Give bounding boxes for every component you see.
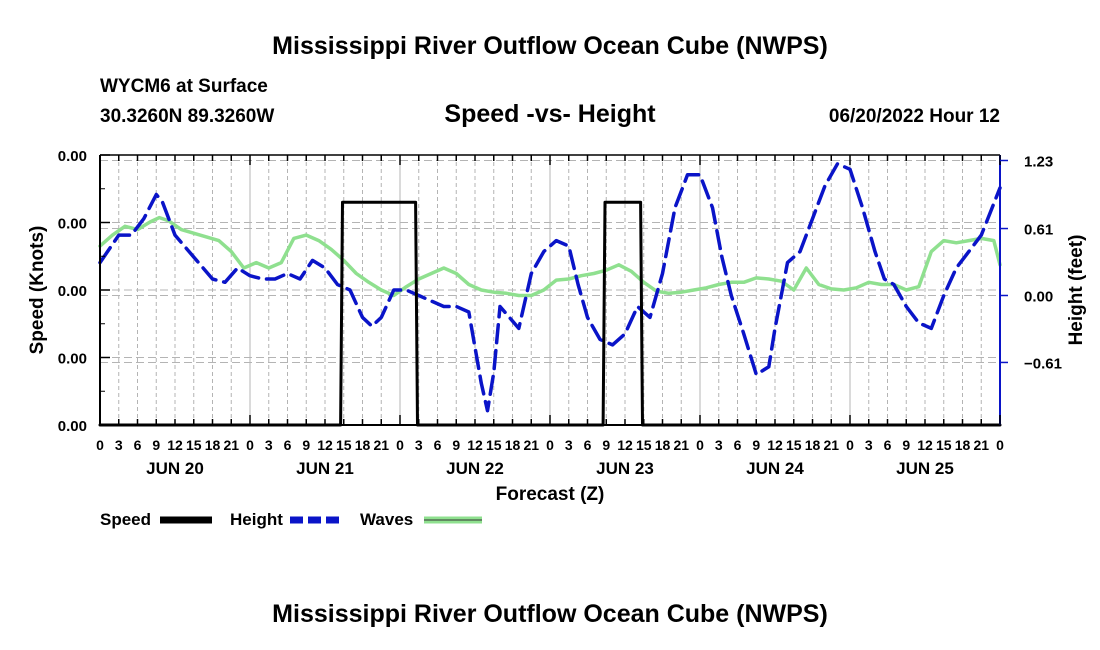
x-tick-label: 9 <box>902 437 910 453</box>
footer-title: Mississippi River Outflow Ocean Cube (NW… <box>272 600 828 628</box>
coordinates-label: 30.3260N 89.3260W <box>100 106 275 127</box>
x-tick-label: 18 <box>655 437 671 453</box>
x-tick-label: 6 <box>734 437 742 453</box>
y2-tick-label: 0.61 <box>1024 222 1053 239</box>
forecast-datetime: 06/20/2022 Hour 12 <box>828 106 1000 127</box>
grid-lines <box>100 155 1000 425</box>
x-axis-title: Forecast (Z) <box>496 484 605 505</box>
y-tick-label: 0.00 <box>58 351 87 368</box>
x-tick-label: 18 <box>205 437 221 453</box>
x-tick-label: 12 <box>617 437 633 453</box>
y-tick-label: 0.00 <box>58 418 87 435</box>
x-tick-label: 15 <box>336 437 352 453</box>
x-tick-label: 3 <box>715 437 723 453</box>
station-label: WYCM6 at Surface <box>100 76 268 97</box>
day-label: JUN 24 <box>746 459 804 478</box>
x-tick-label: 0 <box>546 437 554 453</box>
x-tick-label: 18 <box>355 437 371 453</box>
x-tick-label: 9 <box>452 437 460 453</box>
x-tick-label: 21 <box>673 437 689 453</box>
x-tick-label: 9 <box>752 437 760 453</box>
x-tick-label: 3 <box>865 437 873 453</box>
x-tick-label: 0 <box>996 437 1004 453</box>
x-tick-label: 15 <box>936 437 952 453</box>
x-tick-label: 3 <box>415 437 423 453</box>
x-tick-label: 3 <box>565 437 573 453</box>
y-tick-label: 0.00 <box>58 148 87 165</box>
legend-height-label: Height <box>230 510 283 529</box>
x-tick-label: 12 <box>767 437 783 453</box>
x-tick-label: 21 <box>223 437 239 453</box>
legend-waves-label: Waves <box>360 510 413 529</box>
chart-main-title: Mississippi River Outflow Ocean Cube (NW… <box>272 32 828 60</box>
day-label: JUN 25 <box>896 459 954 478</box>
x-tick-label: 6 <box>884 437 892 453</box>
x-tick-label: 18 <box>805 437 821 453</box>
x-tick-label: 12 <box>167 437 183 453</box>
legend-speed-label: Speed <box>100 510 151 529</box>
x-tick-label: 21 <box>523 437 539 453</box>
y2-tick-label: 0.00 <box>1024 288 1053 305</box>
y2-axis-title: Height (feet) <box>1066 235 1087 346</box>
x-tick-label: 3 <box>265 437 273 453</box>
x-tick-label: 15 <box>786 437 802 453</box>
y-tick-label: 0.00 <box>58 216 87 233</box>
x-tick-label: 21 <box>973 437 989 453</box>
y-axis-title: Speed (Knots) <box>27 226 48 355</box>
x-tick-label: 0 <box>846 437 854 453</box>
day-label: JUN 21 <box>296 459 354 478</box>
x-tick-label: 6 <box>284 437 292 453</box>
x-tick-label: 9 <box>302 437 310 453</box>
day-label: JUN 23 <box>596 459 654 478</box>
x-tick-label: 21 <box>373 437 389 453</box>
x-tick-label: 12 <box>917 437 933 453</box>
x-tick-label: 3 <box>115 437 123 453</box>
y2-tick-label: −0.61 <box>1024 355 1062 372</box>
height-series-line <box>98 162 1002 413</box>
axes <box>99 154 1008 426</box>
x-tick-label: 6 <box>134 437 142 453</box>
waves-series-line <box>98 215 1002 298</box>
x-tick-label: 15 <box>486 437 502 453</box>
x-tick-label: 9 <box>152 437 160 453</box>
x-tick-label: 12 <box>317 437 333 453</box>
x-tick-label: 21 <box>823 437 839 453</box>
x-tick-label: 0 <box>696 437 704 453</box>
axis-labels: 0 3 6 9 12 15 18 21 0 3 6 9 12 15 18 21 0 3 6 9 12 15 18 21 0 3 6 9… <box>27 148 1087 505</box>
x-tick-label: 18 <box>505 437 521 453</box>
chart-subtitle: Speed -vs- Height <box>444 100 656 128</box>
x-tick-label: 0 <box>396 437 404 453</box>
x-tick-label: 9 <box>602 437 610 453</box>
x-tick-label: 12 <box>467 437 483 453</box>
x-tick-label: 6 <box>584 437 592 453</box>
day-label: JUN 22 <box>446 459 504 478</box>
x-tick-label: 6 <box>434 437 442 453</box>
x-tick-label: 18 <box>955 437 971 453</box>
legend: Speed Height Waves <box>100 510 482 529</box>
x-tick-label: 0 <box>96 437 104 453</box>
y2-tick-label: 1.23 <box>1024 153 1053 170</box>
x-tick-label: 15 <box>636 437 652 453</box>
x-tick-label: 0 <box>246 437 254 453</box>
day-label: JUN 20 <box>146 459 204 478</box>
x-tick-label: 15 <box>186 437 202 453</box>
y-tick-label: 0.00 <box>58 283 87 300</box>
